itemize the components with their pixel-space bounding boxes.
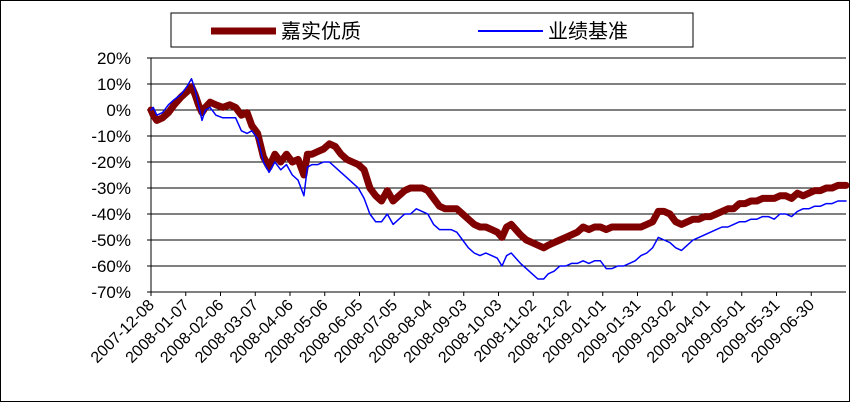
- series-line-0: [147, 83, 850, 252]
- y-tick-label: -10%: [91, 127, 131, 146]
- series-lines: [147, 78, 850, 280]
- series-line-1: [150, 78, 847, 280]
- gridlines: [151, 57, 846, 293]
- y-tick-label: -30%: [91, 179, 131, 198]
- y-tick-label: -40%: [91, 205, 131, 224]
- y-tick-label: 20%: [97, 49, 131, 68]
- legend-label-series-1: 业绩基准: [548, 20, 628, 43]
- y-tick-label: -60%: [91, 257, 131, 276]
- y-tick-label: 0%: [106, 101, 131, 120]
- y-tick-label: 10%: [97, 75, 131, 94]
- legend-label-series-0: 嘉实优质: [281, 20, 361, 43]
- legend: 嘉实优质 业绩基准: [170, 12, 694, 48]
- y-tick-label: -20%: [91, 153, 131, 172]
- y-tick-label: -50%: [91, 231, 131, 250]
- y-tick-label: -70%: [91, 283, 131, 302]
